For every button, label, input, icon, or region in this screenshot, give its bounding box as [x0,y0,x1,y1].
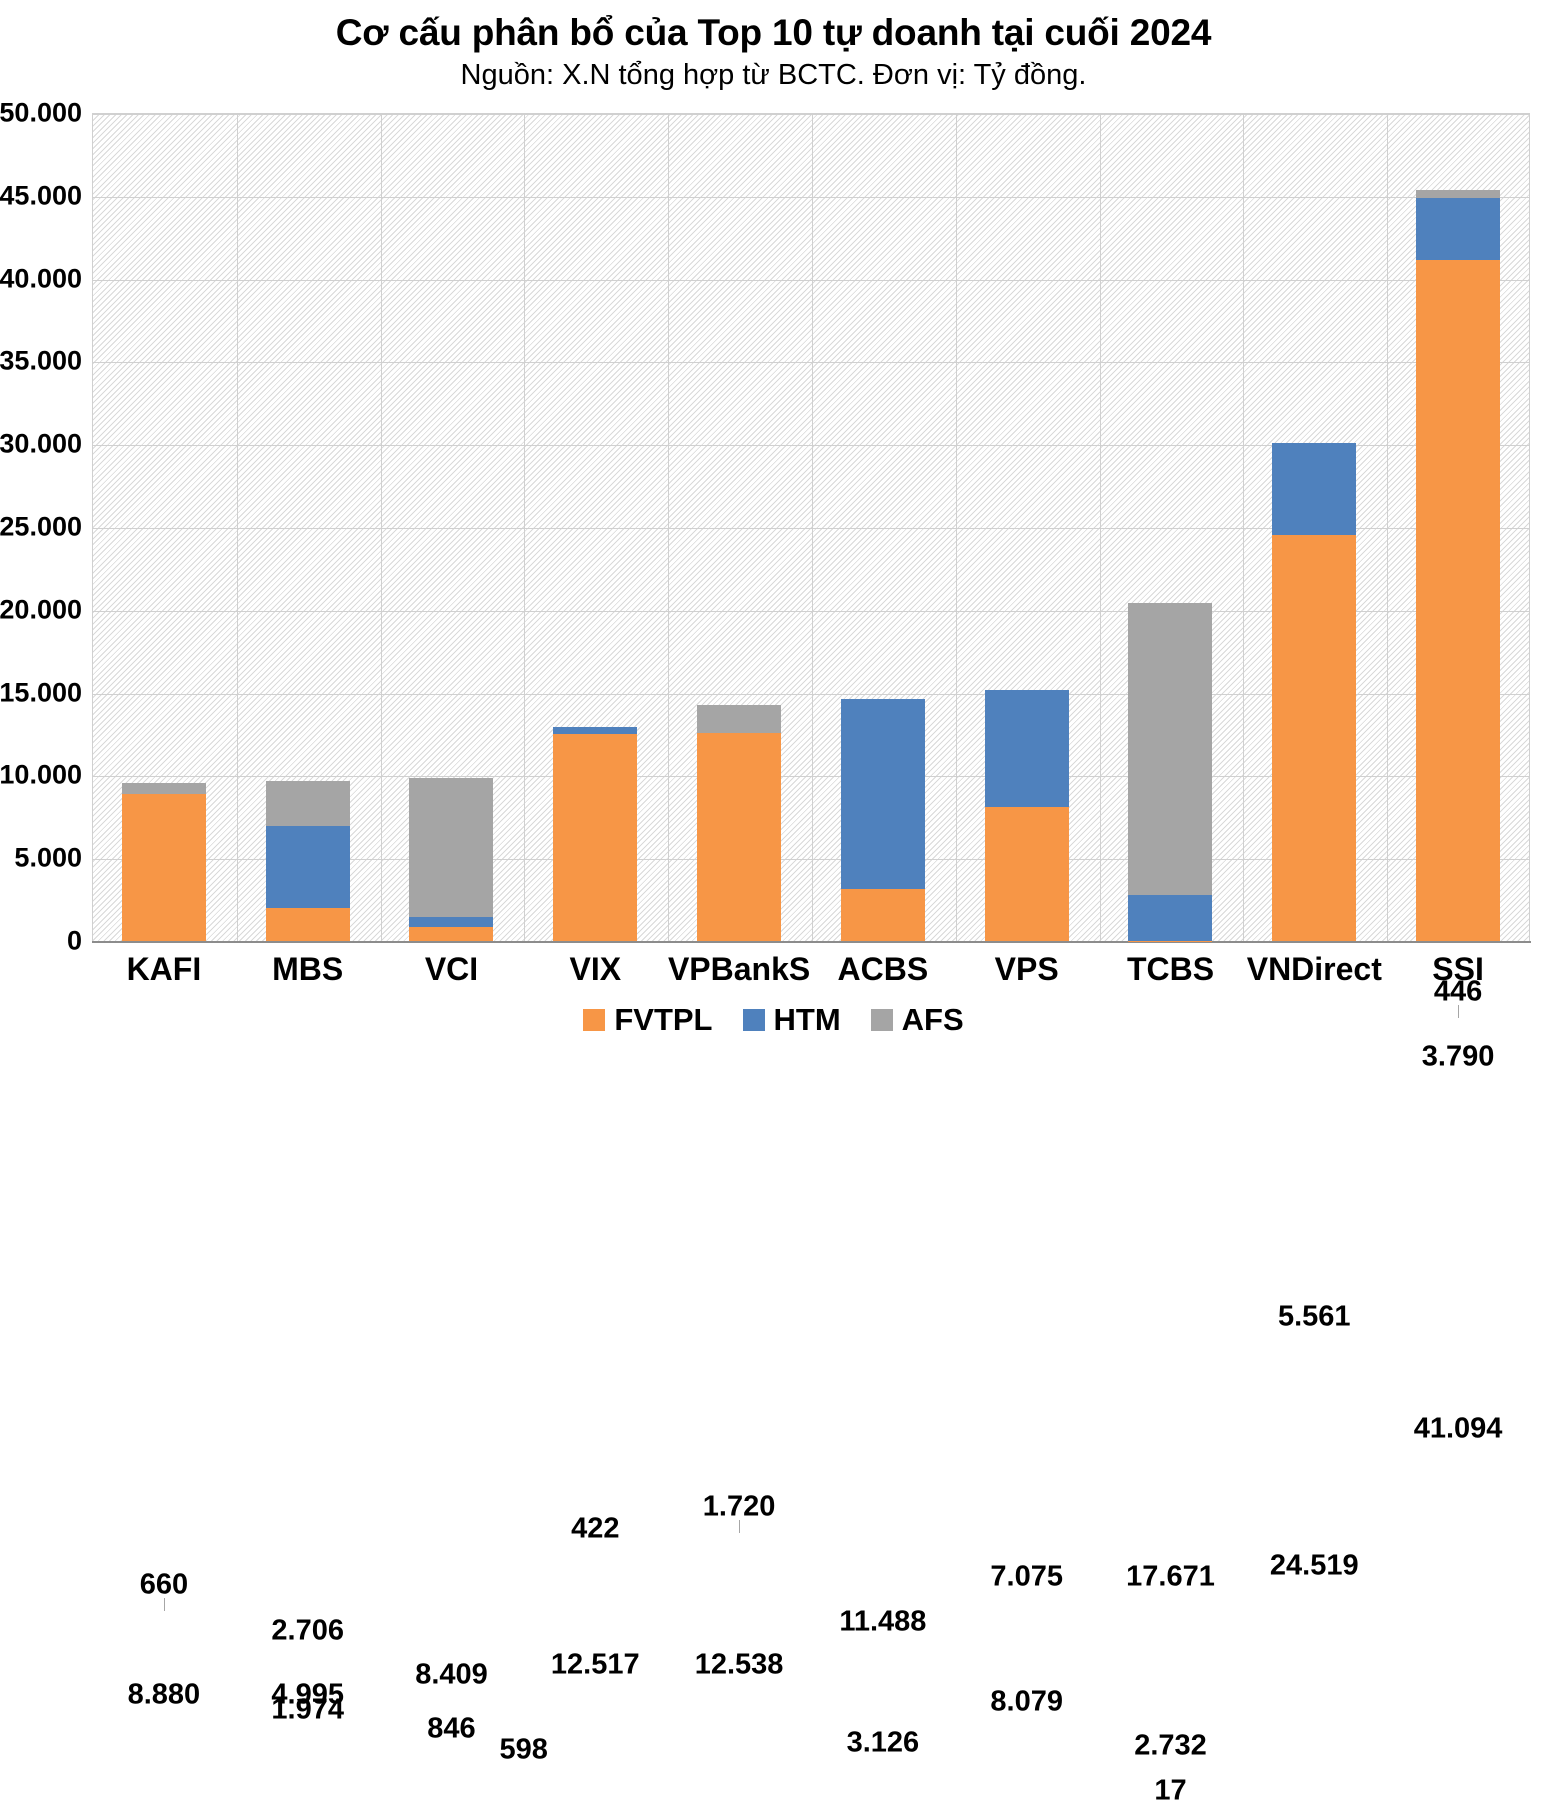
y-axis-tick-label: 25.000 [0,514,82,541]
bar-segment-htm[interactable] [1272,443,1356,535]
bar-segment-fvtpl[interactable] [122,794,206,941]
bar-segment-afs[interactable] [1128,603,1212,896]
x-axis-tick-label: VIX [570,948,622,990]
bar-value-label: 598 [499,1736,547,1765]
legend-label: FVTPL [614,1004,712,1035]
chart-title-block: Cơ cấu phân bổ của Top 10 tự doanh tại c… [0,10,1547,94]
y-axis-tick-label: 30.000 [0,431,82,458]
y-axis-tick-label: 50.000 [0,100,82,127]
bar-segment-fvtpl[interactable] [697,733,781,941]
legend-swatch-icon [871,1009,893,1031]
legend-swatch-icon [583,1009,605,1031]
x-axis-tick-label: KAFI [127,948,202,990]
x-axis-tick-label: VPS [995,948,1059,990]
y-axis-tick-label: 40.000 [0,265,82,292]
y-axis-tick-label: 10.000 [0,762,82,789]
bar-segment-fvtpl[interactable] [1416,260,1500,941]
legend-item-afs[interactable]: AFS [871,1004,964,1035]
bar-value-label: 8.409 [415,1661,488,1690]
bar-value-label: 12.538 [695,1651,784,1680]
y-axis-tick-label: 15.000 [0,679,82,706]
bar-value-label: 8.079 [990,1688,1063,1717]
bar-value-label: 1.974 [271,1696,344,1725]
x-axis-line [92,941,1531,943]
bar-value-label: 422 [571,1514,619,1543]
bar-value-label: 660 [140,1571,188,1600]
chart-subtitle: Nguồn: X.N tổng hợp từ BCTC. Đơn vị: Tỷ … [0,56,1547,94]
label-leader-line [164,1598,165,1611]
bar-value-label: 2.706 [271,1617,344,1646]
y-axis-tick-label: 20.000 [0,596,82,623]
bar-value-label: 17.671 [1126,1563,1215,1592]
x-axis-tick-label: ACBS [838,948,929,990]
bar-value-label: 3.126 [847,1729,920,1758]
bar-value-label: 41.094 [1414,1414,1503,1443]
bar-segment-fvtpl[interactable] [1272,535,1356,941]
bar-segment-htm[interactable] [841,699,925,889]
x-axis-tick-label: VPBankS [668,948,810,990]
y-axis-tick-label: 5.000 [14,845,82,872]
bar-segment-afs[interactable] [266,781,350,826]
bar-segment-htm[interactable] [1416,198,1500,261]
bar-segment-fvtpl[interactable] [841,889,925,941]
bar-value-label: 8.880 [128,1681,201,1710]
x-axis-tick-label: VCI [425,948,478,990]
bar-segment-htm[interactable] [985,690,1069,807]
bar-segment-afs[interactable] [122,783,206,794]
x-axis: KAFI MBS VCI VIX VPBankS ACBS VPS TCBS VNDirect S… [92,948,1530,998]
legend-item-htm[interactable]: HTM [743,1004,841,1035]
bar-segment-afs[interactable] [409,778,493,917]
bar-segment-fvtpl[interactable] [553,734,637,941]
x-axis-tick-label: SSI [1432,948,1484,990]
bar-segment-fvtpl[interactable] [409,927,493,941]
y-axis-tick-label: 45.000 [0,182,82,209]
bar-segment-afs[interactable] [1416,190,1500,197]
bar-value-label: 3.790 [1422,1043,1495,1072]
bar-value-label: 2.732 [1134,1732,1207,1761]
bar-value-label: 846 [427,1714,475,1743]
legend-label: AFS [902,1004,964,1035]
bar-value-label: 17 [1154,1777,1186,1806]
bar-segment-fvtpl[interactable] [985,807,1069,941]
page-title: Cơ cấu phân bổ của Top 10 tự doanh tại c… [0,10,1547,56]
y-axis-tick-label: 0 [67,928,82,955]
bar-segment-htm[interactable] [409,917,493,927]
y-axis-tick-label: 35.000 [0,348,82,375]
chart-legend: FVTPL HTM AFS [0,1004,1547,1035]
x-axis-tick-label: VNDirect [1247,948,1382,990]
bar-value-label: 24.519 [1270,1551,1359,1580]
x-axis-tick-label: TCBS [1127,948,1214,990]
bar-segment-htm[interactable] [553,727,637,734]
bar-value-label: 1.720 [703,1492,776,1521]
chart-container: Cơ cấu phân bổ của Top 10 tự doanh tại c… [0,0,1547,1060]
bar-value-label: 11.488 [839,1608,926,1637]
bar-segment-htm[interactable] [266,826,350,909]
x-axis-tick-label: MBS [272,948,343,990]
bar-value-label: 7.075 [990,1562,1063,1591]
bar-value-label: 4.995 [271,1680,344,1709]
label-leader-line [739,1520,740,1533]
bar-value-label: 12.517 [551,1651,640,1680]
legend-item-fvtpl[interactable]: FVTPL [583,1004,712,1035]
bar-segment-htm[interactable] [1128,895,1212,940]
legend-swatch-icon [743,1009,765,1031]
bar-value-label: 5.561 [1278,1302,1351,1331]
bar-segment-fvtpl[interactable] [266,908,350,941]
bar-segment-afs[interactable] [697,705,781,733]
legend-label: HTM [774,1004,841,1035]
